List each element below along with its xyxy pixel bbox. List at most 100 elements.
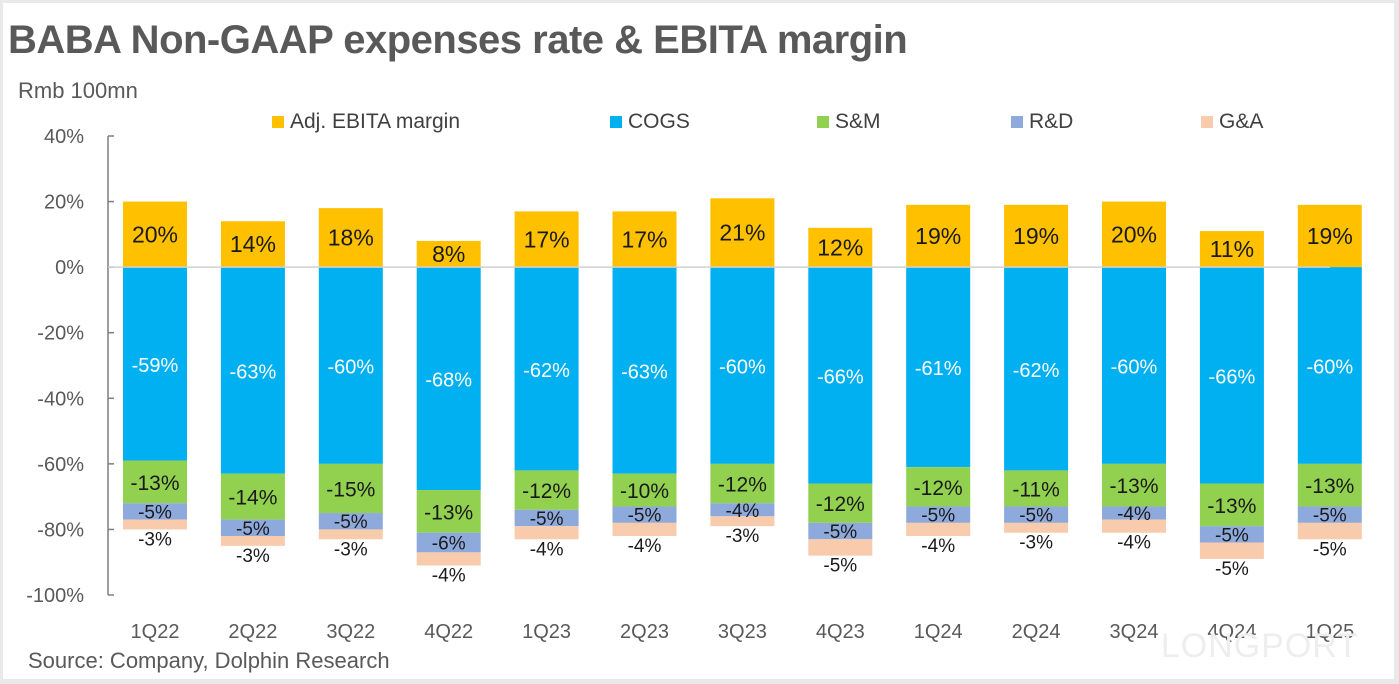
data-label-r-d: -5% <box>628 506 662 527</box>
data-label-cogs: -63% <box>621 361 668 383</box>
legend-item-g-a: G&A <box>1201 110 1263 134</box>
x-tick-label: 2Q23 <box>620 621 669 643</box>
legend-item-adj-ebita-margin: Adj. EBITA margin <box>272 110 460 134</box>
bar-s-m <box>416 490 481 533</box>
bar-adj-ebita-margin <box>1297 204 1362 268</box>
bar-s-m <box>318 463 383 514</box>
data-label-s-m: -12% <box>718 474 767 497</box>
data-label-cogs: -63% <box>230 361 277 383</box>
y-tick-label: 40% <box>44 126 84 148</box>
bar-s-m <box>612 473 677 507</box>
data-label-adj-ebita-margin: 20% <box>1111 221 1157 247</box>
bar-cogs <box>612 267 677 474</box>
legend-swatch <box>817 116 829 128</box>
bar-g-a <box>1004 522 1069 533</box>
data-label-cogs: -59% <box>132 355 179 377</box>
data-label-s-m: -12% <box>816 493 865 516</box>
bar-s-m <box>123 460 187 504</box>
bar-cogs <box>220 267 285 474</box>
bar-adj-ebita-margin <box>1004 204 1069 268</box>
data-label-g-a: -5% <box>1313 539 1347 560</box>
x-tick-label: 3Q22 <box>326 621 375 643</box>
bar-g-a <box>123 519 187 530</box>
data-label-adj-ebita-margin: 18% <box>328 225 374 251</box>
bar-adj-ebita-margin <box>514 211 579 268</box>
data-label-r-d: -5% <box>236 519 270 540</box>
data-label-s-m: -13% <box>1305 475 1354 498</box>
bar-g-a <box>1199 542 1264 559</box>
bar-g-a <box>514 526 579 540</box>
data-label-cogs: -60% <box>1306 357 1353 379</box>
bar-adj-ebita-margin <box>906 204 971 268</box>
data-label-cogs: -66% <box>1209 366 1256 388</box>
bar-r-d <box>906 506 971 523</box>
bar-cogs <box>906 267 971 468</box>
data-label-r-d: -5% <box>1215 525 1249 546</box>
data-label-g-a: -5% <box>823 556 857 577</box>
bar-g-a <box>808 539 873 556</box>
x-tick-label: 3Q23 <box>718 621 767 643</box>
data-label-adj-ebita-margin: 19% <box>1307 223 1353 249</box>
bar-g-a <box>710 516 775 527</box>
bar-s-m <box>1297 463 1362 507</box>
x-tick-label: 4Q22 <box>424 621 473 643</box>
legend-label: R&D <box>1029 110 1074 133</box>
data-label-g-a: -3% <box>138 529 172 550</box>
x-tick-label: 4Q24 <box>1207 621 1256 643</box>
data-label-s-m: -12% <box>522 480 571 503</box>
bar-cogs <box>416 267 481 491</box>
data-label-r-d: -5% <box>334 512 368 533</box>
data-label-g-a: -3% <box>1019 533 1053 554</box>
data-label-r-d: -6% <box>432 534 466 555</box>
bar-s-m <box>1102 463 1166 507</box>
bar-r-d <box>416 532 481 553</box>
source-note: Source: Company, Dolphin Research <box>28 648 390 673</box>
bar-adj-ebita-margin <box>416 240 481 268</box>
data-label-r-d: -5% <box>530 509 564 530</box>
watermark-text: LONGPORT <box>1160 627 1359 665</box>
chart-title: BABA Non-GAAP expenses rate & EBITA marg… <box>8 18 908 62</box>
data-label-r-d: -5% <box>138 502 172 523</box>
x-tick-label: 3Q24 <box>1110 621 1159 643</box>
x-tick-label: 1Q25 <box>1305 621 1354 643</box>
legend-swatch <box>610 116 622 128</box>
bar-r-d <box>1297 506 1362 523</box>
data-label-r-d: -5% <box>921 506 955 527</box>
data-label-g-a: -5% <box>1215 559 1249 580</box>
bar-adj-ebita-margin <box>1102 201 1166 268</box>
bar-g-a <box>318 529 383 540</box>
data-label-cogs: -60% <box>327 357 374 379</box>
data-label-s-m: -13% <box>130 472 179 495</box>
data-label-g-a: -3% <box>236 546 270 567</box>
bar-g-a <box>416 552 481 566</box>
data-label-cogs: -62% <box>523 360 570 382</box>
data-label-r-d: -4% <box>726 501 760 522</box>
y-tick-label: -80% <box>37 519 84 541</box>
bar-g-a <box>612 522 677 536</box>
data-label-adj-ebita-margin: 19% <box>1013 223 1059 249</box>
bar-g-a <box>1102 519 1166 533</box>
data-label-s-m: -13% <box>1109 475 1158 498</box>
bar-adj-ebita-margin <box>612 211 677 268</box>
bar-r-d <box>612 506 677 523</box>
bar-r-d <box>318 513 383 530</box>
legend: Adj. EBITA margin COGS S&M R&D G&A <box>0 110 1399 138</box>
legend-item-r-d: R&D <box>1011 110 1073 134</box>
bar-r-d <box>514 509 579 527</box>
legend-swatch <box>272 116 284 128</box>
data-label-adj-ebita-margin: 11% <box>1210 236 1254 262</box>
data-label-adj-ebita-margin: 21% <box>719 220 765 246</box>
bar-cogs <box>123 267 187 461</box>
bar-adj-ebita-margin <box>123 201 187 268</box>
bar-adj-ebita-margin <box>1199 231 1264 268</box>
bar-r-d <box>220 519 285 536</box>
data-label-s-m: -13% <box>424 501 473 524</box>
chart-subtitle: Rmb 100mn <box>18 78 138 103</box>
bar-cogs <box>1004 267 1069 471</box>
bar-s-m <box>1199 483 1264 527</box>
y-tick-label: 0% <box>55 257 84 279</box>
data-label-g-a: -3% <box>726 526 760 547</box>
bar-g-a <box>1297 522 1362 540</box>
data-label-cogs: -62% <box>1013 360 1060 382</box>
